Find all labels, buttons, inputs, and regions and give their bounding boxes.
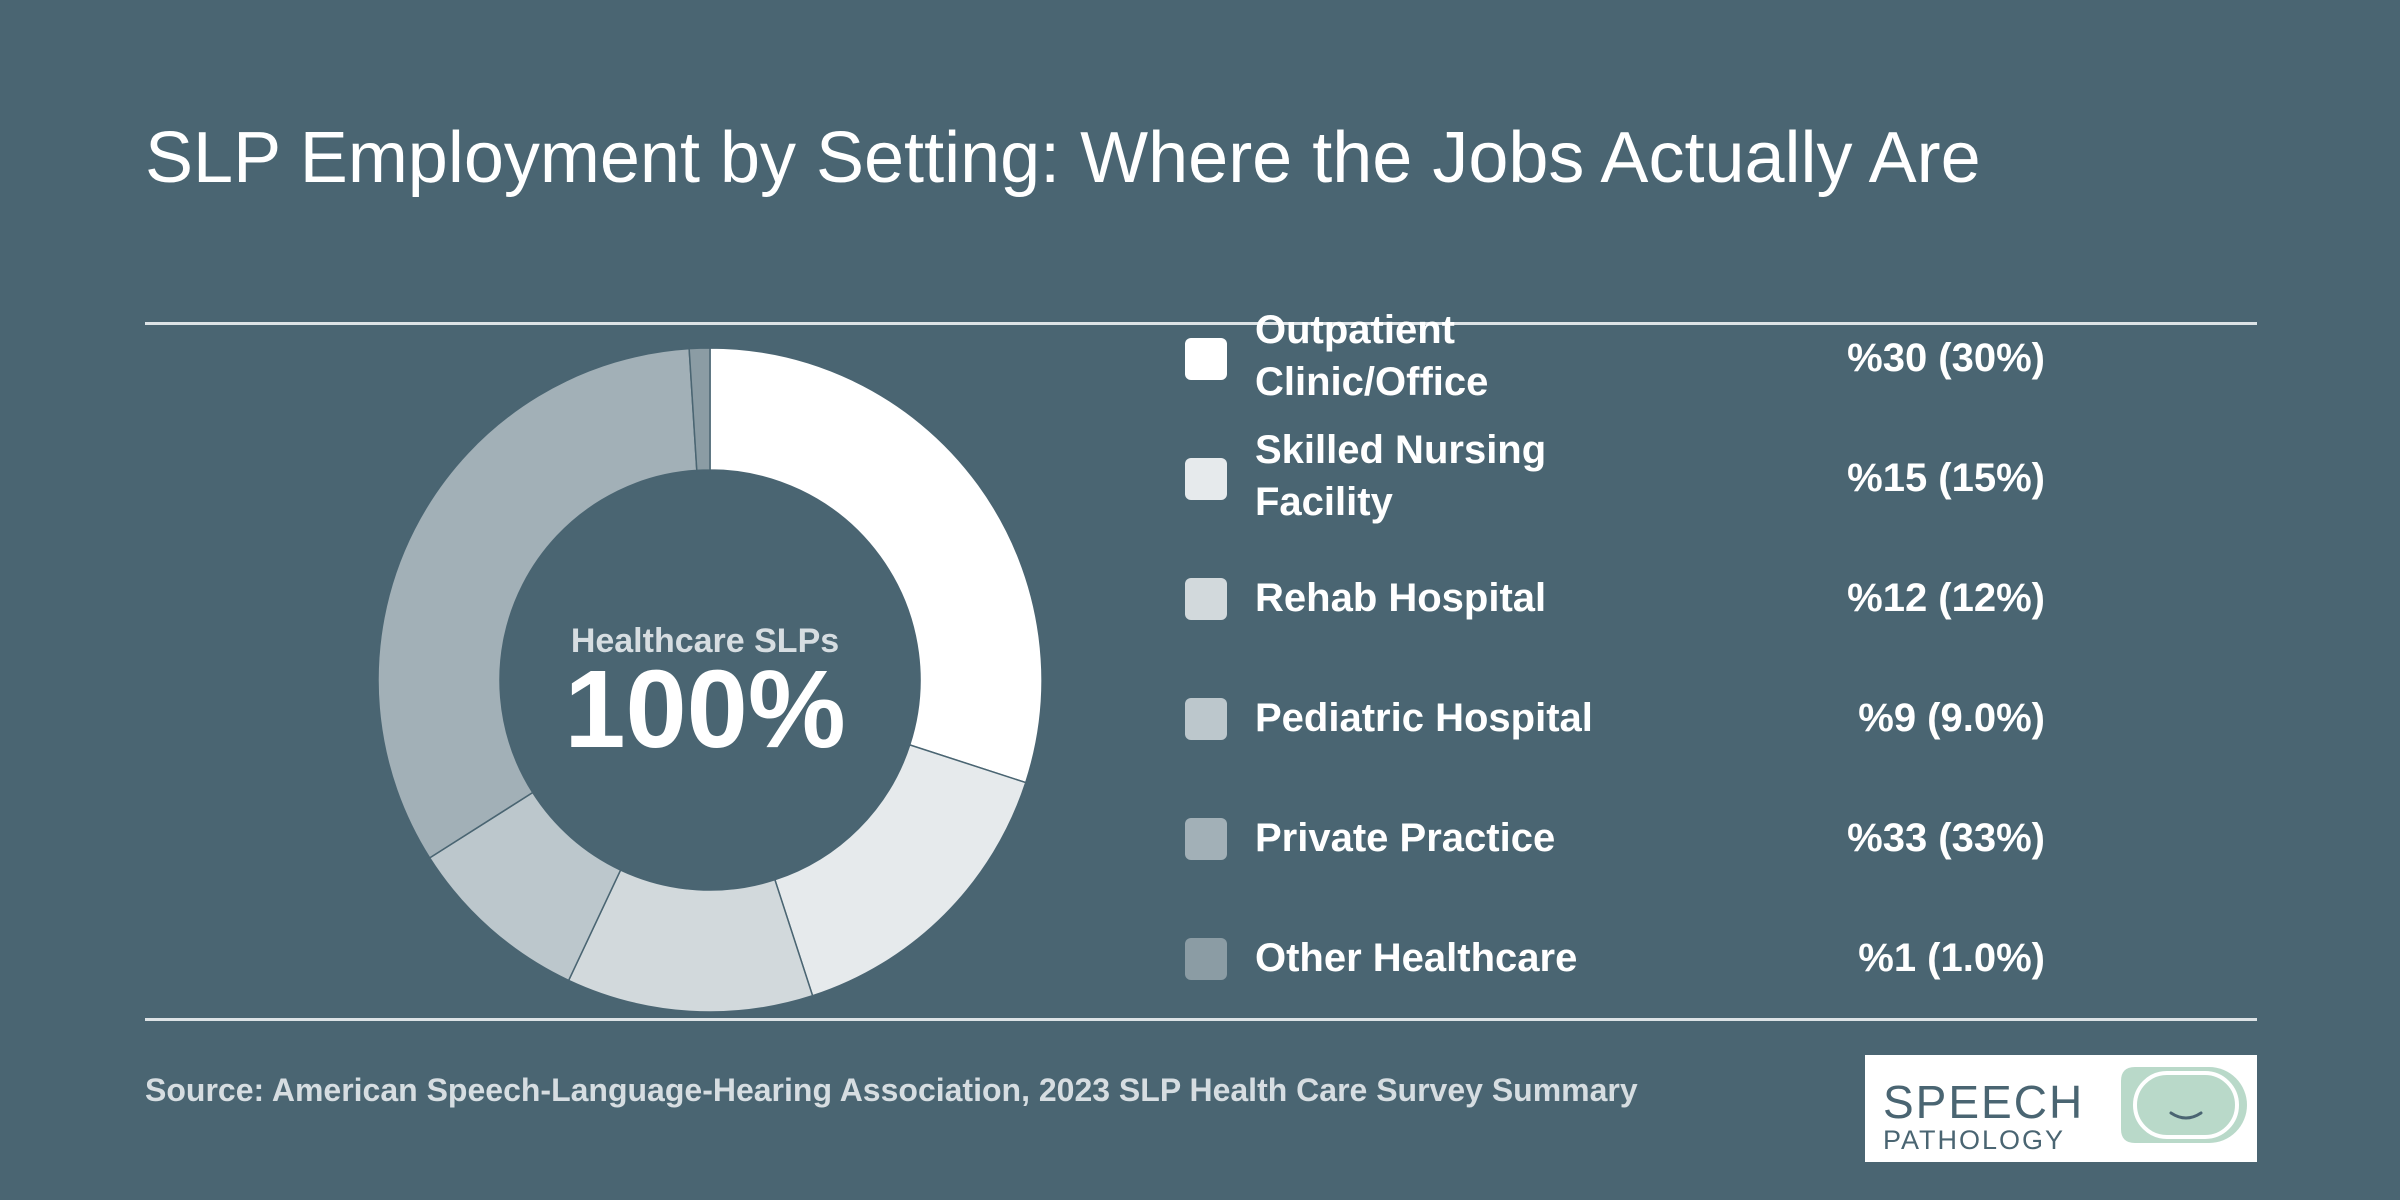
legend-item: Pediatric Hospital %9 (9.0%) <box>1185 660 2045 770</box>
bottom-divider <box>145 1018 2257 1021</box>
logo-text-line2: PATHOLOGY <box>1883 1125 2066 1155</box>
legend-swatch <box>1185 338 1227 380</box>
chart-title: SLP Employment by Setting: Where the Job… <box>145 118 1981 198</box>
legend-item: Skilled Nursing Facility %15 (15%) <box>1185 420 2045 530</box>
center-value: 100% <box>564 648 846 771</box>
legend-swatch <box>1185 458 1227 500</box>
legend-value: %12 (12%) <box>1847 576 2045 620</box>
legend-item: Outpatient Clinic/Office %30 (30%) <box>1185 300 2045 410</box>
donut-slice-private-practice <box>377 347 698 859</box>
center-label: Healthcare SLPs <box>570 622 840 660</box>
legend-value: %33 (33%) <box>1847 816 2045 860</box>
legend-item: Rehab Hospital %12 (12%) <box>1185 540 2045 650</box>
legend-swatch <box>1185 578 1227 620</box>
legend-label: Other Healthcare <box>1255 936 1578 980</box>
donut-slice-outpatient-clinic-office <box>709 347 1043 784</box>
legend-label: Outpatient Clinic/Office <box>1255 308 1489 404</box>
legend-value: %15 (15%) <box>1847 456 2045 500</box>
source-note: Source: American Speech-Language-Hearing… <box>145 1072 1638 1108</box>
legend: Outpatient Clinic/Office %30 (30%) Skill… <box>1185 300 2045 1020</box>
speech-bubble-icon <box>2121 1067 2247 1143</box>
donut-slice-skilled-nursing-facility <box>773 743 1027 997</box>
top-divider <box>145 322 2257 325</box>
legend-item: Other Healthcare %1 (1.0%) <box>1185 900 2045 1010</box>
donut-slice-other-healthcare <box>688 347 711 472</box>
legend-value: %30 (30%) <box>1847 336 2045 380</box>
legend-swatch <box>1185 698 1227 740</box>
legend-swatch <box>1185 818 1227 860</box>
legend-value: %1 (1.0%) <box>1858 936 2045 980</box>
legend-label: Private Practice <box>1255 816 1556 860</box>
legend-swatch <box>1185 938 1227 980</box>
legend-value: %9 (9.0%) <box>1858 696 2045 740</box>
legend-item: Private Practice %33 (33%) <box>1185 780 2045 890</box>
logo-text-line1: SPEECH <box>1883 1076 2085 1128</box>
donut-chart <box>377 347 1043 1013</box>
legend-label: Skilled Nursing Facility <box>1255 428 1547 524</box>
legend-label: Rehab Hospital <box>1255 576 1547 620</box>
speech-pathology-logo: SPEECH PATHOLOGY <box>1865 1055 2257 1162</box>
legend-label: Pediatric Hospital <box>1255 696 1593 740</box>
